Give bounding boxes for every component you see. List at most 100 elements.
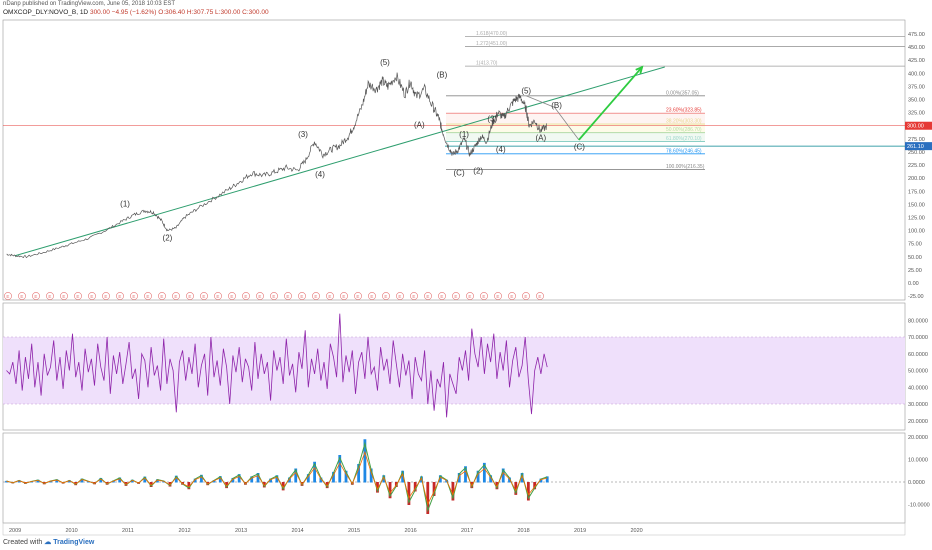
earnings-marker-icon	[172, 292, 180, 300]
price-y-tick-label: 250.00	[908, 150, 925, 156]
oscillator-histogram-bar	[112, 480, 115, 483]
price-y-tick-label: 0.00	[908, 281, 919, 287]
oscillator-histogram-bar	[357, 464, 361, 483]
oscillator-histogram-bar	[231, 477, 235, 483]
fib-level-label: 23.60%(323.85)	[666, 108, 702, 114]
projection-arrow	[578, 66, 643, 141]
earnings-marker-label: E	[76, 294, 79, 299]
oscillator-histogram-bar	[413, 482, 417, 492]
trendline	[14, 66, 665, 257]
earnings-marker-icon	[368, 292, 376, 300]
earnings-marker-icon	[200, 292, 208, 300]
wave-label: (5)	[380, 58, 390, 67]
x-tick-label: 2017	[461, 528, 473, 534]
earnings-marker-icon	[410, 292, 418, 300]
earnings-marker-label: E	[356, 294, 359, 299]
earnings-marker-label: E	[440, 294, 443, 299]
oscillator-y-tick-label: 10.0000	[908, 458, 928, 464]
oscillator-histogram-bar	[539, 478, 543, 483]
oscillator-histogram-bar	[256, 473, 260, 483]
tradingview-logo-icon: ☁	[44, 539, 52, 546]
oscillator-histogram-bar	[118, 477, 122, 483]
earnings-marker-icon	[186, 292, 194, 300]
oscillator-histogram-bar	[262, 482, 266, 488]
earnings-marker-icon	[60, 292, 68, 300]
wave-label: (B)	[437, 70, 448, 79]
oscillator-histogram-bar	[363, 439, 367, 483]
projection-arrowhead	[635, 65, 644, 75]
oscillator-histogram-bar	[187, 482, 191, 490]
oscillator-histogram-bar	[55, 479, 59, 483]
oscillator-histogram-bar	[369, 468, 373, 483]
oscillator-histogram-bar	[275, 475, 279, 483]
oscillator-histogram-bar	[17, 480, 21, 483]
oscillator-histogram-bar	[501, 468, 505, 483]
oscillator-histogram-bar	[401, 470, 405, 483]
earnings-marker-icon	[4, 292, 12, 300]
earnings-marker-label: E	[216, 294, 219, 299]
earnings-marker-label: E	[454, 294, 457, 299]
earnings-marker-label: E	[468, 294, 471, 299]
marked-level-badge	[905, 142, 932, 151]
time-axis-frame	[2, 522, 906, 536]
wave-label: (A)	[535, 133, 546, 142]
current-price-badge	[905, 121, 932, 130]
extension-label: 1(413.70)	[476, 61, 498, 67]
x-tick-label: 2020	[631, 528, 643, 534]
wave-label: (C)	[574, 143, 585, 152]
current-price-label: 300.00	[907, 124, 924, 130]
wave-label: (C)	[454, 168, 465, 177]
x-tick-label: 2013	[235, 528, 247, 534]
earnings-marker-label: E	[34, 294, 37, 299]
oscillator-histogram-bar	[325, 482, 329, 489]
earnings-marker-icon	[88, 292, 96, 300]
x-tick-label: 2018	[518, 528, 530, 534]
earnings-marker-label: E	[524, 294, 527, 299]
x-tick-label: 2009	[9, 528, 21, 534]
oscillator-histogram-bar	[464, 466, 467, 483]
price-y-tick-label: 475.00	[908, 32, 925, 38]
price-y-tick-label: 275.00	[908, 137, 925, 143]
oscillator-histogram-bar	[313, 461, 317, 483]
brand-name: TradingView	[53, 539, 95, 546]
extension-label: 1.272(451.00)	[476, 41, 507, 47]
oscillator-histogram-bar	[319, 477, 323, 483]
earnings-marker-icon	[536, 292, 544, 300]
wave-label: (3)	[298, 130, 308, 139]
oscillator-histogram-bar	[526, 482, 530, 501]
earnings-marker-label: E	[314, 294, 317, 299]
earnings-marker-label: E	[342, 294, 345, 299]
price-y-tick-label: 325.00	[908, 111, 925, 117]
earnings-marker-label: E	[286, 294, 289, 299]
price-y-tick-label: 200.00	[908, 176, 925, 182]
price-y-tick-label: 400.00	[908, 71, 925, 77]
oscillator-histogram-bar	[80, 478, 84, 483]
oscillator-histogram-bar	[250, 476, 254, 483]
wave-label: (3)	[487, 114, 497, 123]
earnings-marker-label: E	[230, 294, 233, 299]
earnings-marker-label: E	[146, 294, 149, 299]
oscillator-histogram-bar	[476, 470, 480, 483]
earnings-marker-icon	[270, 292, 278, 300]
earnings-marker-label: E	[426, 294, 429, 299]
earnings-marker-label: E	[496, 294, 499, 299]
oscillator-histogram-bar	[407, 482, 411, 505]
oscillator-histogram-bar	[130, 479, 134, 483]
price-y-tick-label: 375.00	[908, 84, 925, 90]
price-y-tick-label: 450.00	[908, 45, 925, 51]
fib-level-label: 100.00%(216.35)	[666, 164, 705, 170]
oscillator-histogram-bar	[269, 478, 272, 483]
oscillator-histogram-bar	[432, 482, 436, 496]
oscillator-histogram-bar	[193, 478, 197, 483]
wave-label: (2)	[163, 233, 173, 242]
oscillator-histogram-bar	[237, 474, 241, 483]
oscillator-histogram-bar	[294, 468, 298, 483]
earnings-marker-icon	[158, 292, 166, 300]
earnings-marker-label: E	[202, 294, 205, 299]
rsi-y-tick-label: 80.0000	[908, 318, 928, 324]
earnings-marker-icon	[116, 292, 124, 300]
oscillator-histogram-bar	[426, 482, 430, 514]
created-with-label: Created with	[3, 539, 43, 546]
earnings-marker-icon	[242, 292, 250, 300]
